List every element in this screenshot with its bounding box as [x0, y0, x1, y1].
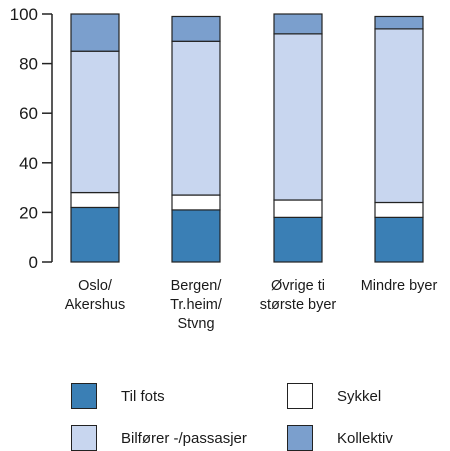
- bar-segment: [273, 13, 323, 35]
- bars: [70, 13, 424, 263]
- x-axis-labels: Oslo/Akershus Bergen/Tr.heim/Stvng Øvrige …: [65, 278, 438, 332]
- y-tick-label: 60: [19, 104, 38, 123]
- y-axis: 0 20 40 60 80 100: [10, 5, 53, 272]
- x-tick-label: Oslo/Akershus: [65, 278, 125, 313]
- bar-segment: [70, 206, 120, 263]
- x-tick-label: Bergen/Tr.heim/Stvng: [170, 278, 223, 332]
- x-tick-label: Øvrige ti største byer: [260, 278, 337, 313]
- y-tick-label: 40: [19, 154, 38, 173]
- bar-segment: [171, 40, 221, 196]
- bar-segment: [374, 28, 424, 204]
- bar-segment: [273, 199, 323, 218]
- bar-segment: [70, 191, 120, 209]
- y-tick-label: 100: [10, 5, 38, 24]
- y-tick-label: 0: [29, 253, 38, 272]
- y-tick-label: 80: [19, 55, 38, 74]
- y-tick-label: 20: [19, 203, 38, 222]
- bar-segment: [374, 201, 424, 218]
- bar-segment: [70, 50, 120, 194]
- bar-segment: [70, 13, 120, 52]
- bar-segment: [273, 216, 323, 263]
- bar-segment: [374, 216, 424, 263]
- bar-segment: [171, 194, 221, 211]
- bar-segment: [374, 15, 424, 30]
- x-tick-label: Mindre byer: [361, 278, 438, 294]
- bar-segment: [273, 33, 323, 201]
- bar-segment: [171, 209, 221, 263]
- bar-segment: [171, 15, 221, 42]
